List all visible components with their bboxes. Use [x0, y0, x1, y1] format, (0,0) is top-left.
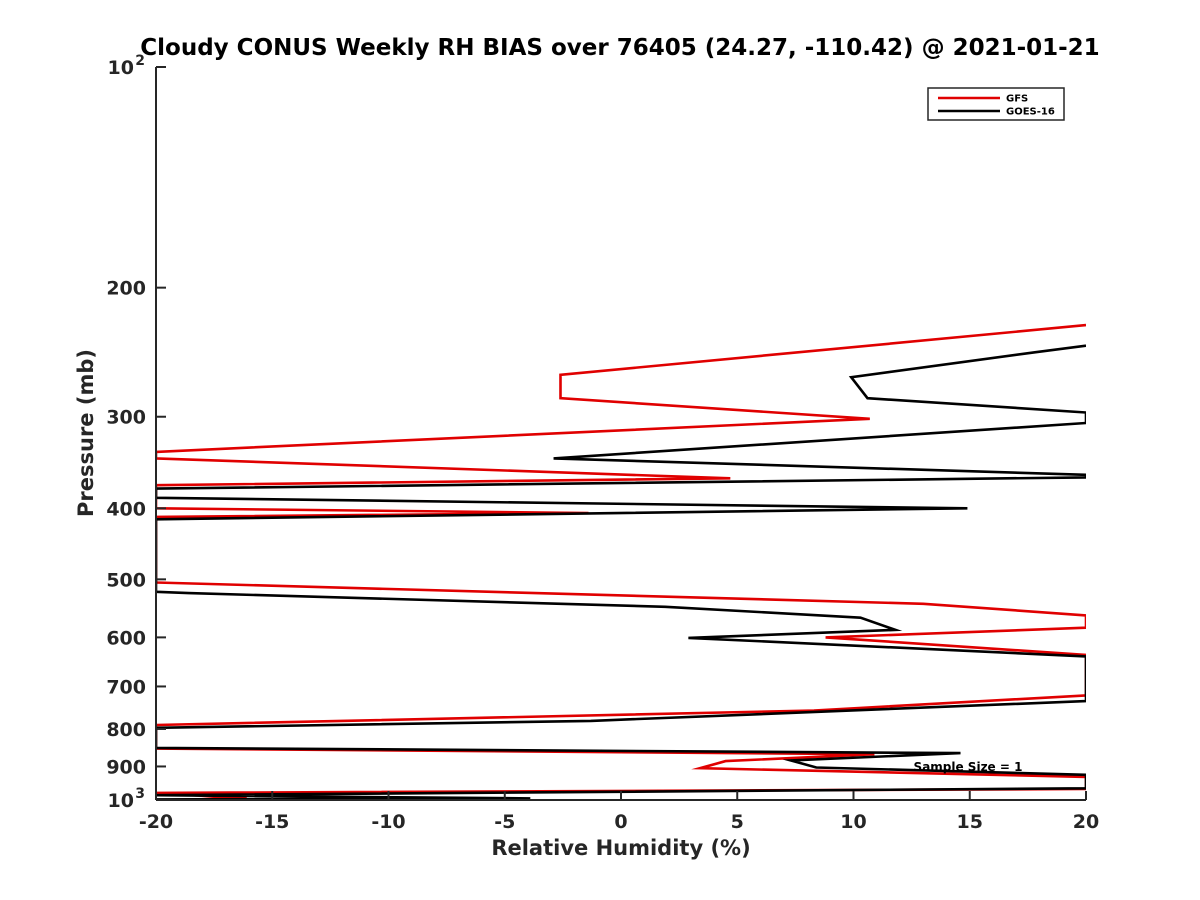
legend-entry-label: GOES-16	[1006, 107, 1055, 118]
x-tick-label: -20	[139, 811, 173, 833]
x-tick-label: 15	[957, 811, 983, 833]
y-tick-label: 300	[106, 407, 146, 429]
y-tick-exponent: 3	[135, 786, 145, 802]
y-tick-label: 600	[106, 627, 146, 649]
y-tick-label: 500	[106, 569, 146, 591]
x-axis-label: Relative Humidity (%)	[491, 836, 750, 860]
sample-size-annotation: Sample Size = 1	[914, 760, 1023, 774]
y-tick-label: 800	[106, 719, 146, 741]
y-tick-label: 10	[108, 57, 134, 79]
y-tick-label: 400	[106, 498, 146, 520]
y-axis-label: Pressure (mb)	[74, 349, 98, 517]
legend: GFS GOES-16	[927, 87, 1065, 121]
x-tick-label: -5	[494, 811, 515, 833]
chart-title: Cloudy CONUS Weekly RH BIAS over 76405 (…	[140, 35, 1099, 61]
x-ticks: -20 -15 -10 -5 0 5 10 15 20	[139, 791, 1099, 833]
y-tick-label: 700	[106, 676, 146, 698]
legend-box	[927, 87, 1065, 121]
y-tick-label: 10	[108, 790, 134, 812]
series-line-goes-16	[156, 344, 1086, 800]
x-tick-label: 10	[840, 811, 866, 833]
x-tick-label: 5	[731, 811, 744, 833]
x-tick-label: -15	[255, 811, 289, 833]
x-tick-label: -10	[371, 811, 405, 833]
legend-entry-label: GFS	[1006, 94, 1028, 105]
x-tick-label: 20	[1073, 811, 1099, 833]
y-tick-label: 200	[106, 278, 146, 300]
plot-lines	[156, 323, 1086, 800]
x-tick-label: 0	[614, 811, 627, 833]
y-tick-exponent: 2	[135, 53, 145, 69]
series-line-gfs	[156, 323, 1086, 800]
y-tick-label: 900	[106, 756, 146, 778]
